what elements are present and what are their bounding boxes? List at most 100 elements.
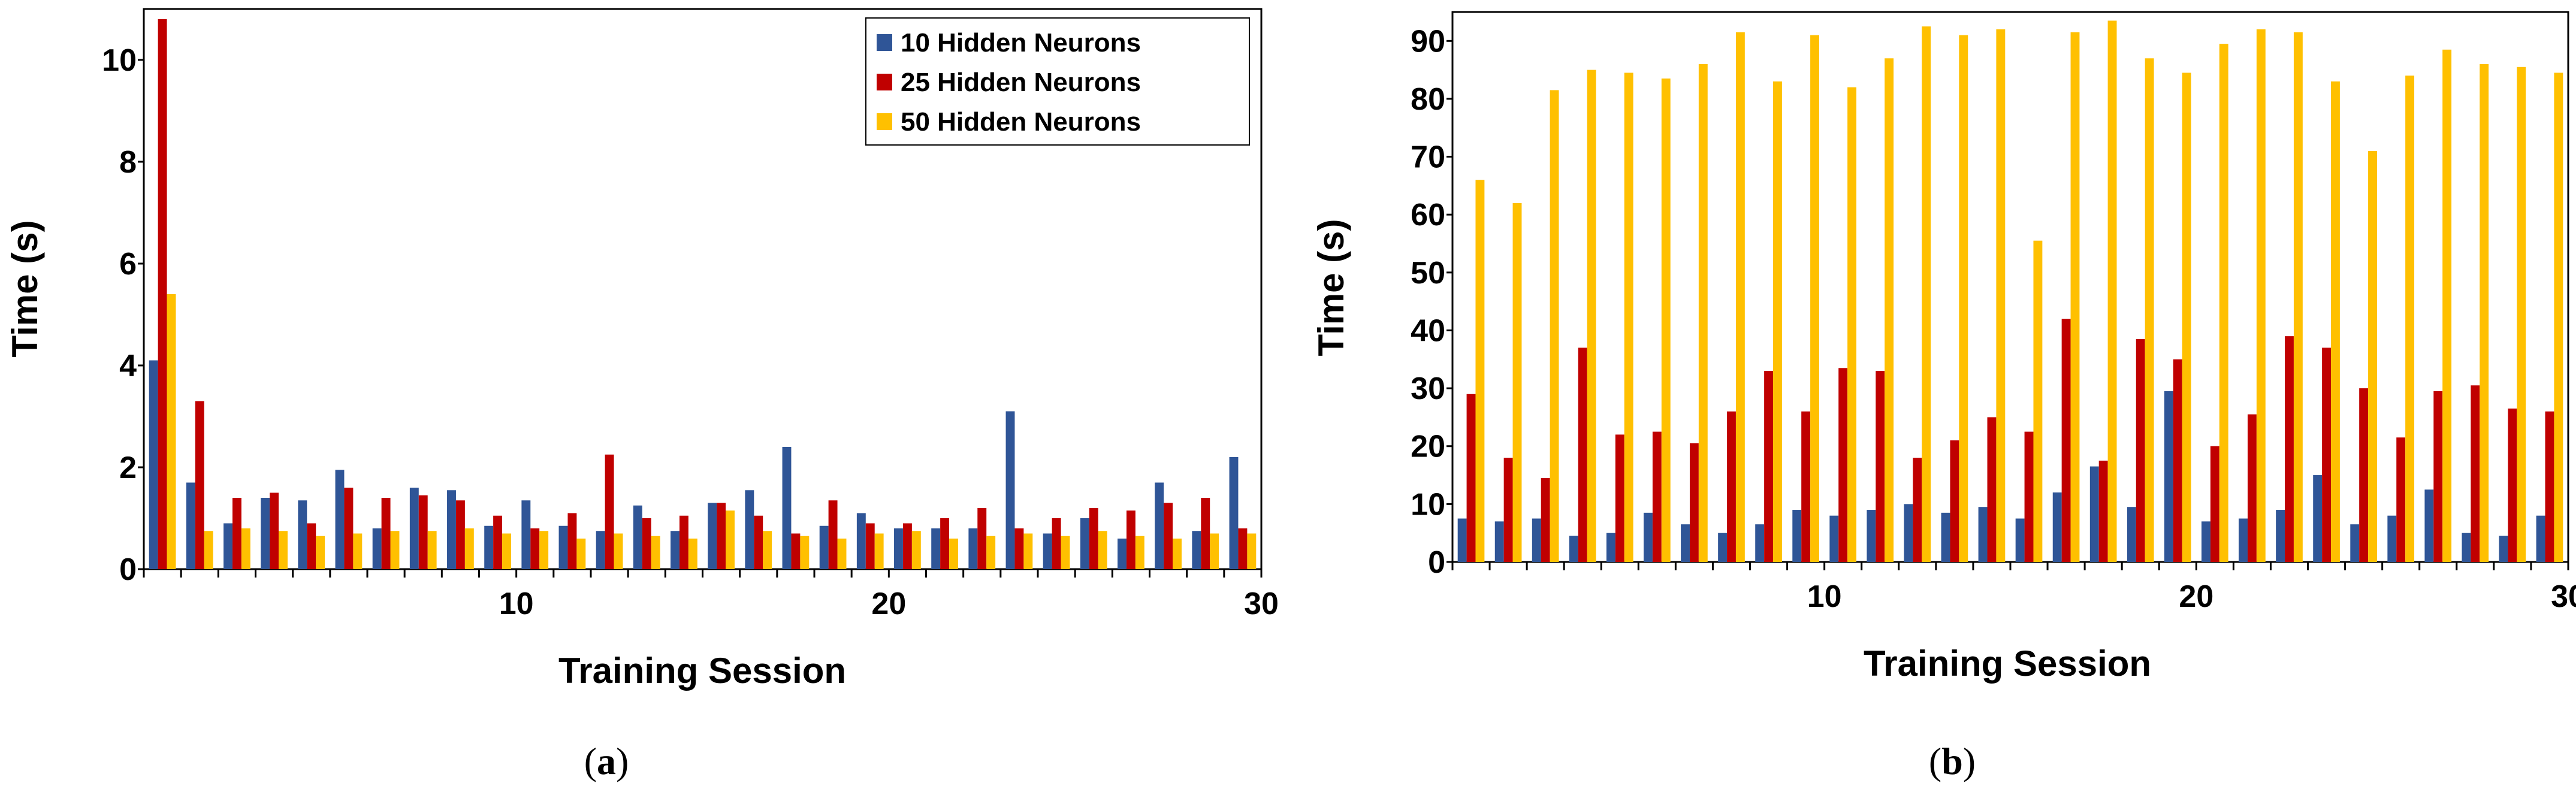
bar-s1-x16 xyxy=(2015,518,2025,562)
bar-s2-x13 xyxy=(605,454,614,569)
bar-s3-x3 xyxy=(241,528,250,569)
bar-s3-x5 xyxy=(1624,72,1633,563)
bar-s3-x17 xyxy=(2070,32,2080,563)
bar-s2-x24 xyxy=(2322,347,2332,562)
bar-s3-x1 xyxy=(1475,180,1485,562)
bar-s1-x26 xyxy=(1080,518,1089,569)
bar-s3-x22 xyxy=(949,539,958,569)
chart-panel-b: 0 10 20 30 40 50 60 70 80 90 10 20 30 Time (s) Trai… xyxy=(1311,11,2576,782)
bar-s1-x25 xyxy=(1043,533,1052,569)
bar-s3-x8 xyxy=(1735,32,1745,563)
legend-label: 25 Hidden Neurons xyxy=(901,68,1141,97)
bar-s3-x20 xyxy=(874,533,884,569)
bar-s3-x12 xyxy=(576,539,586,569)
bar-s3-x19 xyxy=(837,539,847,569)
bar-s2-x12 xyxy=(1876,371,1885,562)
bar-s1-x4 xyxy=(261,498,270,569)
bar-s3-x20 xyxy=(2182,72,2191,563)
bar-s1-x9 xyxy=(447,490,456,569)
bar-s2-x4 xyxy=(270,492,279,569)
bar-s1-x14 xyxy=(1941,512,1950,562)
bar-s1-x6 xyxy=(335,470,345,569)
bar-s2-x27 xyxy=(2433,391,2443,562)
legend-label: 10 Hidden Neurons xyxy=(901,28,1141,58)
bar-s1-x27 xyxy=(1118,539,1127,569)
bar-s2-x24 xyxy=(1014,528,1024,569)
bar-s2-x23 xyxy=(977,508,987,569)
bar-s1-x21 xyxy=(894,528,903,569)
bar-s3-x21 xyxy=(2219,44,2228,563)
bar-s2-x14 xyxy=(1950,440,1959,562)
bar-s1-x17 xyxy=(745,490,754,569)
legend-swatch xyxy=(877,34,892,51)
bar-s1-x7 xyxy=(372,528,382,569)
bar-s1-x17 xyxy=(2052,492,2062,562)
bar-s3-x29 xyxy=(2517,66,2526,563)
bar-s3-x26 xyxy=(2405,75,2415,562)
bars-b xyxy=(1457,20,2563,563)
bar-s2-x28 xyxy=(2471,385,2480,562)
bar-s2-x10 xyxy=(1801,411,1811,562)
x-tick-label: 30 xyxy=(1244,587,1279,621)
bar-s1-x19 xyxy=(819,525,829,569)
bar-s2-x17 xyxy=(2061,319,2071,562)
bar-s3-x24 xyxy=(1023,533,1033,569)
bar-s3-x11 xyxy=(1847,87,1857,563)
bar-s1-x20 xyxy=(856,513,866,569)
bar-s2-x25 xyxy=(1052,518,1061,569)
bar-s3-x9 xyxy=(1773,81,1782,563)
bar-s3-x30 xyxy=(1247,533,1257,569)
bar-s3-x17 xyxy=(763,531,772,569)
bar-s2-x4 xyxy=(1578,347,1587,562)
bar-s3-x13 xyxy=(614,533,623,569)
bar-s1-x16 xyxy=(708,503,717,569)
bar-s1-x2 xyxy=(186,482,195,569)
bar-s1-x10 xyxy=(1792,510,1802,562)
y-ticks-b: 0 10 20 30 40 50 60 70 80 90 xyxy=(1411,24,1452,580)
legend-swatch xyxy=(877,74,892,90)
y-tick-label: 4 xyxy=(119,349,137,383)
bar-s2-x27 xyxy=(1126,510,1136,569)
x-ticks-a: 10 20 30 xyxy=(143,569,1279,621)
bar-s3-x14 xyxy=(651,536,660,569)
panel-caption-a: (a) xyxy=(584,740,629,782)
bar-s1-x18 xyxy=(2089,466,2099,562)
bar-s1-x28 xyxy=(2462,533,2471,562)
bar-s3-x23 xyxy=(986,536,996,569)
bar-s3-x26 xyxy=(1098,531,1107,569)
bar-s1-x1 xyxy=(1457,518,1467,562)
bar-s1-x4 xyxy=(1569,536,1578,562)
bar-s3-x11 xyxy=(539,531,549,569)
bar-s1-x12 xyxy=(558,525,568,569)
bar-s3-x2 xyxy=(204,531,213,569)
bar-s2-x17 xyxy=(754,515,763,569)
bar-s1-x20 xyxy=(2164,391,2173,562)
bar-s2-x2 xyxy=(1503,458,1513,562)
y-tick-label: 70 xyxy=(1411,140,1445,175)
bar-s3-x29 xyxy=(1210,533,1219,569)
x-axis-title-b: Training Session xyxy=(1864,643,2151,684)
bar-s1-x13 xyxy=(1904,504,1913,562)
bar-s1-x8 xyxy=(409,488,419,569)
bar-s1-x3 xyxy=(1532,518,1541,562)
y-ticks-a: 0 2 4 6 8 10 xyxy=(102,43,144,587)
bar-s3-x27 xyxy=(2442,49,2452,562)
y-tick-label: 60 xyxy=(1411,198,1445,232)
bar-s3-x23 xyxy=(2293,32,2303,563)
x-axis-title-a: Training Session xyxy=(558,651,846,691)
legend-box xyxy=(865,17,1250,146)
y-tick-label: 40 xyxy=(1411,313,1445,348)
bar-s2-x18 xyxy=(2098,460,2108,562)
bar-s2-x18 xyxy=(791,533,801,569)
x-tick-label: 20 xyxy=(2179,579,2213,614)
y-axis-title-a: Time (s) xyxy=(5,220,45,358)
bar-s3-x18 xyxy=(800,536,810,569)
y-tick-label: 10 xyxy=(1411,487,1445,522)
bar-s2-x5 xyxy=(1615,434,1624,562)
bar-s2-x7 xyxy=(381,498,391,569)
bar-s1-x13 xyxy=(596,531,605,569)
y-tick-label: 6 xyxy=(119,247,137,282)
bar-s2-x9 xyxy=(455,500,465,569)
bar-s1-x22 xyxy=(2239,518,2248,562)
bar-s3-x8 xyxy=(427,531,437,569)
